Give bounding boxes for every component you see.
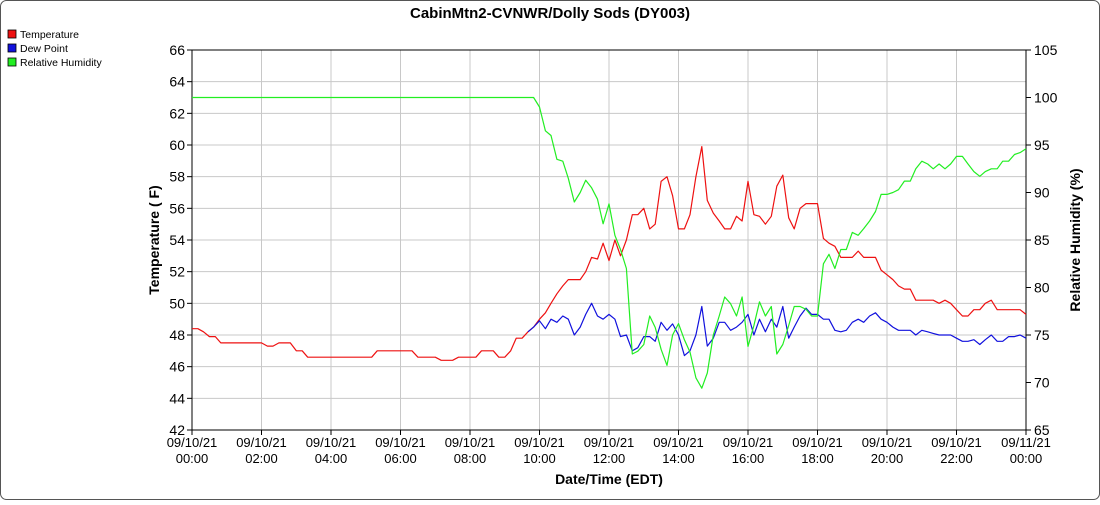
chart-title: CabinMtn2-CVNWR/Dolly Sods (DY003) <box>410 5 690 22</box>
y-tick-label: 58 <box>169 169 185 185</box>
x-tick-label-time: 08:00 <box>454 451 487 466</box>
legend-label-relative-humidity: Relative Humidity <box>20 57 102 69</box>
x-tick-label-time: 10:00 <box>523 451 556 466</box>
legend-swatch-temperature <box>7 29 17 39</box>
x-tick-label-date: 09/10/21 <box>584 435 635 450</box>
x-tick-label-time: 04:00 <box>315 451 348 466</box>
y2-tick-label: 90 <box>1034 185 1050 201</box>
relative-humidity-line <box>192 96 1027 389</box>
grid <box>192 50 1026 430</box>
legend: Temperature Dew Point Relative Humidity <box>7 29 102 69</box>
y2-tick-label: 85 <box>1034 232 1050 248</box>
x-tick-label-date: 09/10/21 <box>723 435 774 450</box>
y-tick-label: 52 <box>169 264 185 280</box>
x-tick-label-time: 00:00 <box>1010 451 1043 466</box>
dew-point-line <box>527 302 1027 357</box>
y2-axis-label: Relative Humidity (%) <box>1067 168 1083 311</box>
x-tick-label-date: 09/10/21 <box>236 435 287 450</box>
x-tick-label-date: 09/10/21 <box>792 435 843 450</box>
x-tick-label-time: 22:00 <box>940 451 973 466</box>
x-tick-label-time: 18:00 <box>801 451 834 466</box>
y2-tick-label: 95 <box>1034 137 1050 153</box>
y-axis-left: 42 44 46 48 50 52 54 56 58 60 62 64 66 <box>169 42 192 438</box>
legend-label-dew-point: Dew Point <box>20 43 68 55</box>
x-tick-label-time: 14:00 <box>662 451 695 466</box>
y-tick-label: 48 <box>169 327 185 343</box>
y2-tick-label: 65 <box>1034 422 1050 438</box>
x-tick-label-date: 09/10/21 <box>653 435 704 450</box>
legend-label-temperature: Temperature <box>20 29 79 41</box>
y2-tick-label: 105 <box>1034 42 1058 58</box>
legend-swatch-dew-point <box>7 43 17 53</box>
x-tick-label-date: 09/10/21 <box>514 435 565 450</box>
x-tick-label-date: 09/10/21 <box>445 435 496 450</box>
y-tick-label: 56 <box>169 200 185 216</box>
x-tick-label-date: 09/10/21 <box>375 435 426 450</box>
x-tick-label-time: 00:00 <box>176 451 209 466</box>
x-tick-label-time: 02:00 <box>245 451 278 466</box>
y-tick-label: 50 <box>169 295 185 311</box>
x-tick-label-date: 09/10/21 <box>931 435 982 450</box>
temperature-line <box>192 146 1027 361</box>
y-tick-label: 54 <box>169 232 185 248</box>
y-axis-label: Temperature ( F) <box>146 185 162 294</box>
x-tick-label-time: 12:00 <box>593 451 626 466</box>
y-tick-label: 46 <box>169 359 185 375</box>
y-tick-label: 62 <box>169 105 185 121</box>
x-tick-label-time: 06:00 <box>384 451 417 466</box>
x-axis: 09/10/2100:0009/10/2102:0009/10/2104:000… <box>167 430 1051 466</box>
series-lines <box>192 96 1027 389</box>
x-tick-label-time: 20:00 <box>871 451 904 466</box>
y2-tick-label: 75 <box>1034 327 1050 343</box>
y-tick-label: 60 <box>169 137 185 153</box>
x-axis-label: Date/Time (EDT) <box>555 471 663 487</box>
y-axis-right: 65 70 75 80 85 90 95 100 105 <box>1026 42 1058 438</box>
y-tick-label: 42 <box>169 422 185 438</box>
y2-tick-label: 100 <box>1034 90 1058 106</box>
y-tick-label: 64 <box>169 74 185 90</box>
y-tick-label: 44 <box>169 390 185 406</box>
x-tick-label-date: 09/10/21 <box>306 435 357 450</box>
y2-tick-label: 70 <box>1034 375 1050 391</box>
x-tick-label-time: 16:00 <box>732 451 765 466</box>
x-tick-label-date: 09/10/21 <box>862 435 913 450</box>
legend-swatch-relative-humidity <box>7 57 17 67</box>
x-tick-label-date: 09/10/21 <box>167 435 218 450</box>
x-tick-label-date: 09/11/21 <box>1001 435 1051 450</box>
y-tick-label: 66 <box>169 42 185 58</box>
y2-tick-label: 80 <box>1034 280 1050 296</box>
